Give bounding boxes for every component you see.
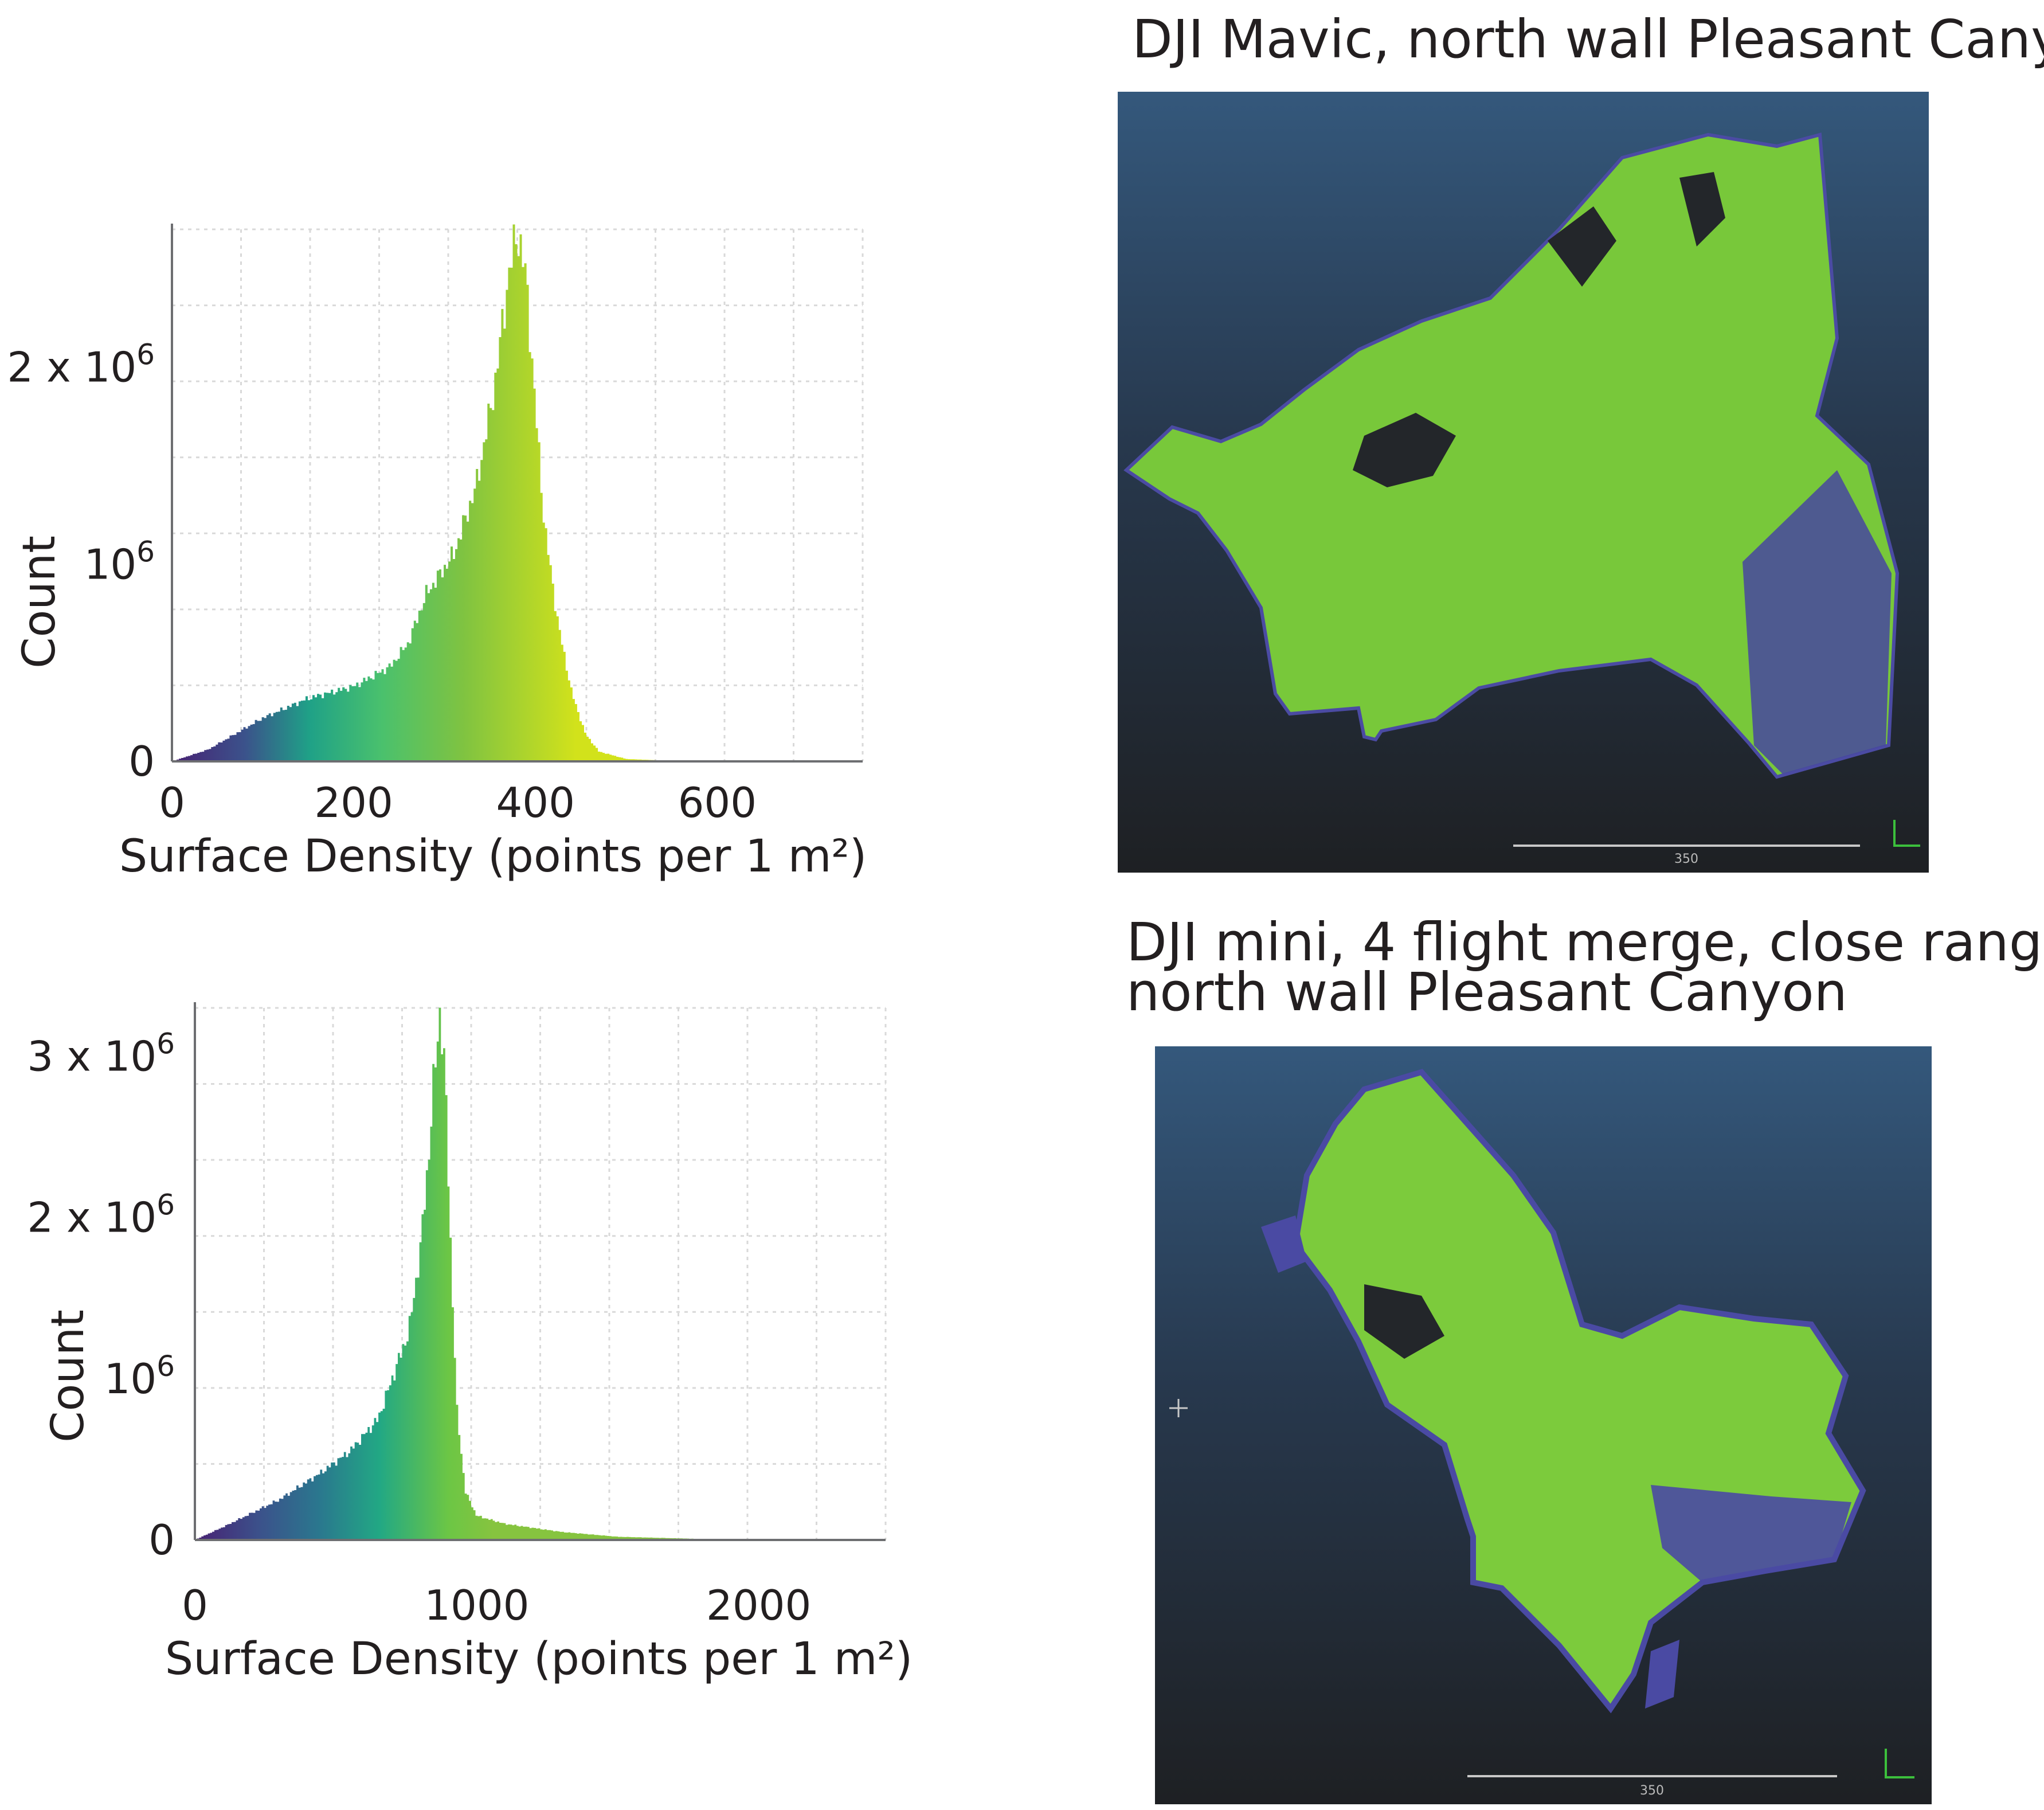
x-tick-label: 400 — [496, 779, 574, 827]
x-tick-label: 200 — [314, 779, 393, 827]
point-cloud-view-mini: 350 — [1155, 1046, 1932, 1804]
point-cloud-fragment — [1645, 1640, 1679, 1709]
panel-title-mavic: DJI Mavic, north wall Pleasant Canyon — [1132, 9, 2044, 70]
point-cloud-fragment — [1261, 1215, 1307, 1273]
axis-gizmo — [1885, 1749, 1914, 1778]
y-axis-label: Count — [42, 1309, 94, 1442]
panel-title-mini-line-1: DJI mini, 4 flight merge, close range, — [1126, 912, 2044, 973]
y-tick-label: 2 x 106 — [7, 338, 155, 392]
x-tick-label: 0 — [159, 779, 185, 827]
point-cloud-gap — [1679, 172, 1725, 247]
x-tick-label: 0 — [182, 1581, 208, 1629]
x-axis-label: Surface Density (points per 1 m²) — [119, 831, 867, 882]
point-cloud-view-mavic: 350 — [1118, 92, 1929, 873]
x-tick-label: 1000 — [424, 1581, 529, 1629]
scale-label: 350 — [1640, 1784, 1664, 1798]
y-axis-label: Count — [14, 535, 65, 669]
crosshair-icon — [1169, 1399, 1188, 1417]
panel-title-mini-line-2: north wall Pleasant Canyon — [1126, 961, 1847, 1023]
histogram-mavic: 0 200 400 600 0 106 2 x 106 Count Surface Den… — [7, 224, 867, 882]
histogram-mini: 0 1000 2000 0 106 2 x 106 3 x 106 Count Surfa… — [27, 1002, 913, 1685]
axis-gizmo — [1893, 820, 1920, 847]
y-tick-label: 106 — [84, 535, 155, 588]
y-tick-label: 0 — [128, 737, 155, 785]
scale-label: 350 — [1674, 852, 1698, 866]
y-tick-label: 106 — [104, 1350, 175, 1403]
point-cloud-edge-purple — [1651, 1485, 1851, 1582]
y-tick-label: 3 x 106 — [27, 1027, 175, 1080]
point-cloud-gap — [1548, 206, 1616, 287]
x-tick-label: 2000 — [706, 1581, 811, 1629]
y-tick-label: 0 — [148, 1516, 175, 1564]
point-cloud-gap — [1353, 413, 1456, 487]
point-cloud-edge-purple — [1743, 470, 1892, 774]
point-cloud-shape-mavic — [1123, 132, 1900, 779]
histogram-bars — [172, 224, 863, 761]
x-axis-label: Surface Density (points per 1 m²) — [165, 1633, 913, 1685]
y-tick-label: 2 x 106 — [27, 1189, 175, 1242]
x-tick-label: 600 — [678, 779, 757, 827]
point-cloud-gap — [1364, 1284, 1444, 1359]
